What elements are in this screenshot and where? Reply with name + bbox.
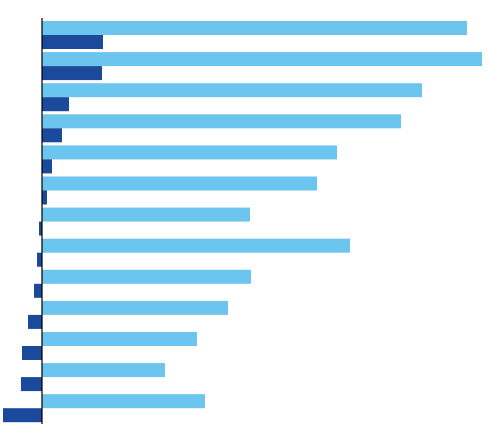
bar-series-2-row-5: [42, 159, 52, 174]
bar-series-2-row-8: [37, 252, 42, 267]
bar-series-1-row-6: [42, 176, 317, 191]
bar-series-1-row-7: [42, 207, 250, 222]
bar-series-1-row-2: [42, 52, 482, 67]
bar-series-1-row-9: [42, 269, 251, 284]
bar-series-2-row-4: [42, 128, 62, 143]
bar-series-1-row-3: [42, 83, 422, 98]
bar-series-2-row-9: [34, 283, 42, 298]
bar-series-2-row-10: [28, 314, 42, 329]
bars-layer: [3, 21, 482, 423]
bar-series-1-row-5: [42, 145, 337, 160]
bar-series-1-row-8: [42, 238, 350, 253]
bar-series-1-row-11: [42, 332, 197, 346]
bar-series-1-row-10: [42, 300, 228, 315]
bar-series-1-row-12: [42, 363, 165, 378]
bar-series-2-row-1: [42, 35, 103, 49]
bar-series-2-row-11: [22, 346, 42, 360]
bar-series-2-row-2: [42, 66, 102, 81]
bar-series-1-row-1: [42, 21, 467, 35]
bar-series-1-row-4: [42, 114, 401, 129]
bar-series-2-row-7: [39, 221, 42, 236]
bar-series-2-row-6: [42, 190, 47, 205]
bar-series-1-row-13: [42, 394, 205, 409]
bar-series-2-row-3: [42, 97, 69, 112]
bar-series-2-row-13: [3, 408, 42, 423]
bar-series-2-row-12: [21, 377, 42, 392]
